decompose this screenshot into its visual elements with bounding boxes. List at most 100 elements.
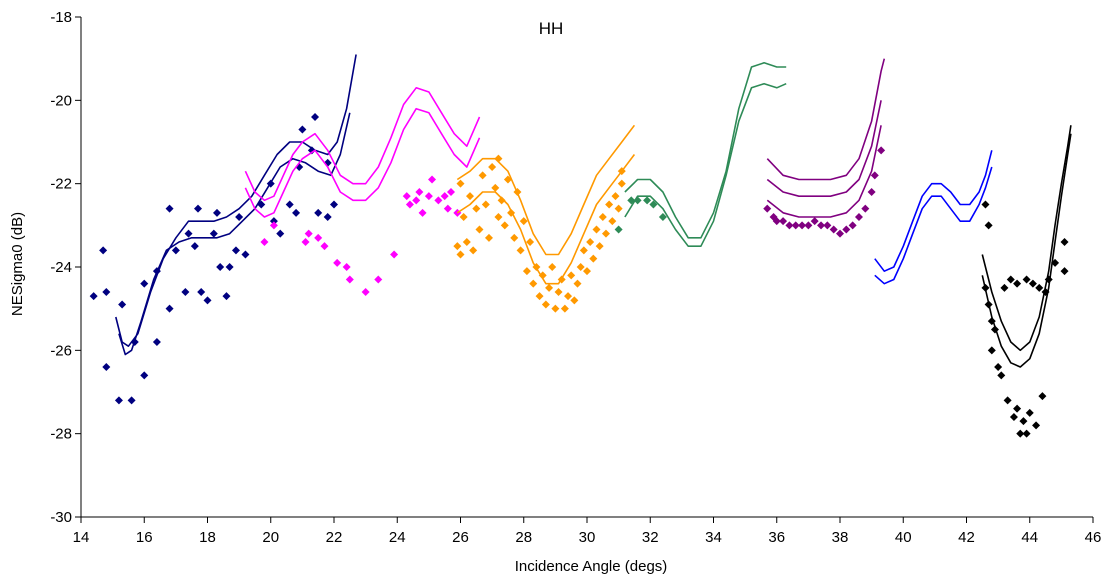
series-5-curve-1	[874, 166, 993, 285]
series-6-point-7	[994, 363, 1003, 371]
series-1-point-4	[314, 233, 323, 242]
series-0-point-32	[276, 229, 285, 238]
series-2-point-53	[614, 204, 623, 213]
series-2-curve-1	[456, 154, 636, 285]
y-axis-title: NESigma0 (dB)	[9, 212, 26, 316]
series-0-point-23	[216, 263, 225, 271]
x-tick-label-12: 38	[832, 529, 849, 546]
series-1-point-22	[447, 188, 456, 196]
series-6-point-23	[1038, 392, 1047, 401]
series-0-point-4	[114, 396, 123, 405]
series-2-point-8	[475, 225, 484, 234]
series-2-point-49	[601, 229, 610, 238]
series-1-point-18	[428, 175, 437, 184]
series-2-point-18	[503, 175, 512, 184]
series-1-point-7	[342, 263, 351, 271]
series-6-point-1	[984, 221, 993, 230]
series-2-point-13	[491, 183, 500, 192]
series-2-point-37	[564, 292, 573, 301]
series-0-point-3	[102, 288, 111, 296]
series-0-point-20	[203, 296, 212, 305]
series-1-point-1	[269, 221, 278, 230]
series-4-point-0	[763, 204, 772, 213]
series-1-point-11	[390, 250, 399, 259]
series-2-point-14	[494, 213, 503, 221]
x-tick-label-8: 30	[579, 529, 596, 546]
series-4-curve-0	[766, 58, 886, 181]
series-4-point-13	[842, 225, 851, 234]
series-2-point-10	[481, 200, 490, 209]
series-0-point-14	[171, 246, 180, 255]
series-6-point-13	[1013, 404, 1022, 413]
series-2-point-26	[529, 279, 538, 288]
series-1-point-2	[301, 238, 310, 246]
series-6-curve-0	[981, 125, 1072, 352]
series-4-point-2	[772, 217, 781, 226]
series-3-point-4	[649, 200, 658, 209]
series-0-point-28	[241, 250, 250, 259]
x-tick-label-6: 26	[452, 529, 469, 546]
series-1-point-20	[440, 192, 449, 201]
series-6-point-20	[1028, 279, 1037, 288]
series-2-point-12	[488, 163, 497, 171]
series-2-point-40	[573, 279, 582, 288]
series-1-point-16	[418, 208, 427, 217]
series-2-point-17	[500, 221, 509, 230]
series-6-point-8	[997, 371, 1006, 380]
series-4-point-15	[854, 213, 863, 221]
axes: 14 16 18 20 22 24 26 28 30 32 34 36 38 40 42 44 46 -18 -20…	[50, 9, 1101, 546]
series-4-point-3	[779, 217, 788, 226]
y-tick-label-4: -26	[50, 342, 72, 359]
series-4-point-14	[848, 221, 857, 230]
x-tick-label-16: 46	[1085, 529, 1102, 546]
series-2-point-48	[598, 213, 607, 221]
series-2-point-41	[576, 263, 585, 271]
series-0-point-17	[190, 242, 199, 251]
series-0-point-16	[184, 229, 193, 238]
series-0-point-0	[89, 292, 98, 301]
series-2-point-35	[557, 275, 566, 284]
series-4-point-18	[870, 171, 879, 180]
series-4-point-5	[791, 221, 800, 230]
x-tick-label-10: 34	[705, 529, 722, 546]
x-tick-label-1: 16	[136, 529, 153, 546]
series-6-point-18	[1022, 429, 1031, 438]
series-2-point-1	[456, 250, 465, 259]
series-2-point-44	[586, 238, 595, 246]
x-tick-label-0: 14	[73, 529, 90, 546]
y-tick-label-3: -24	[50, 259, 72, 276]
series-6-point-16	[1019, 417, 1028, 426]
series-1-point-21	[443, 204, 452, 213]
series-0-point-37	[307, 146, 316, 155]
series-0-point-26	[231, 246, 240, 255]
series-0-point-12	[165, 204, 174, 213]
series-5-curve-0	[874, 150, 993, 273]
series-6-point-4	[987, 317, 996, 326]
series-4-point-4	[785, 221, 794, 230]
series-0-point-21	[209, 229, 218, 238]
x-tick-label-13: 40	[895, 529, 912, 546]
x-tick-label-11: 36	[768, 529, 785, 546]
series-0-point-8	[140, 279, 149, 288]
series-0-point-9	[140, 371, 149, 380]
series-0-point-15	[181, 288, 190, 296]
series-6-point-15	[1016, 429, 1025, 438]
series-2-point-2	[456, 179, 465, 188]
x-tick-label-5: 24	[389, 529, 406, 546]
series-6-point-5	[987, 346, 996, 355]
plot-area	[89, 54, 1072, 438]
series-0-point-31	[269, 217, 278, 226]
series-0-curve-1	[118, 112, 351, 356]
series-2-point-15	[494, 154, 503, 163]
x-tick-label-2: 18	[199, 529, 216, 546]
series-2-point-23	[519, 217, 528, 226]
series-2-point-3	[459, 213, 468, 221]
series-2-point-47	[595, 242, 604, 251]
series-6-point-27	[1060, 238, 1069, 246]
series-1-point-10	[374, 275, 383, 284]
series-1-point-15	[415, 188, 424, 196]
series-4-curve-1	[766, 100, 882, 197]
x-tick-label-7: 28	[515, 529, 532, 546]
series-2-point-21	[513, 188, 522, 196]
